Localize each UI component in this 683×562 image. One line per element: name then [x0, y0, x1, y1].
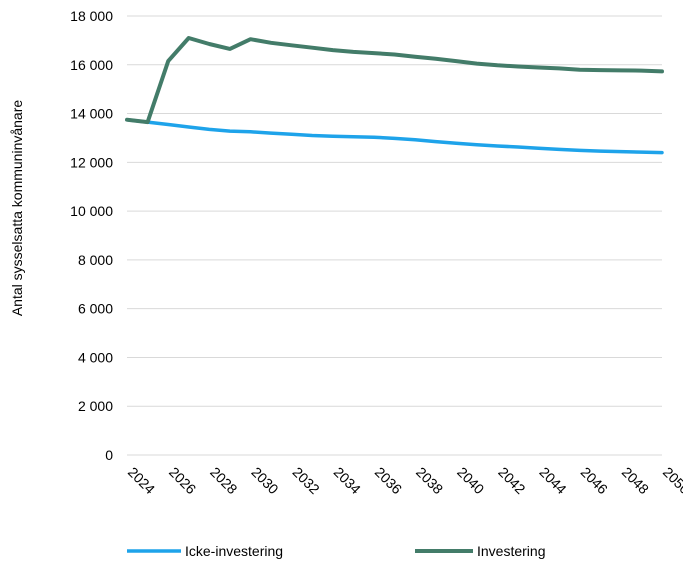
- x-tick-label: 2036: [372, 464, 405, 497]
- legend-item: Icke-investering: [127, 543, 283, 559]
- y-tick-label: 14 000: [70, 106, 113, 122]
- series-line-investering: [125, 36, 664, 125]
- y-tick-label: 12 000: [70, 154, 113, 170]
- y-tick-label: 8 000: [78, 252, 113, 268]
- y-tick-label: 4 000: [78, 349, 113, 365]
- y-axis-tick-labels: 0 2 000 4 000 6 000 8 000 10 000 12 000 14 000 1…: [70, 8, 113, 463]
- legend: Icke-investering Investering: [127, 543, 545, 559]
- legend-label: Icke-investering: [185, 543, 283, 559]
- x-tick-label: 2048: [619, 464, 652, 497]
- y-tick-label: 2 000: [78, 398, 113, 414]
- x-tick-label: 2028: [207, 464, 240, 497]
- x-tick-label: 2044: [536, 464, 569, 497]
- x-axis-tick-labels: 2024 2026 2028 2030 2032 2034 2036 2038 2040 2042…: [125, 464, 683, 497]
- x-tick-label: 2032: [289, 464, 322, 497]
- series-line-icke-investering: [125, 117, 664, 155]
- y-tick-label: 6 000: [78, 301, 113, 317]
- legend-item: Investering: [415, 543, 545, 559]
- y-tick-label: 18 000: [70, 8, 113, 24]
- x-tick-label: 2034: [331, 464, 364, 497]
- series-lines: [125, 36, 664, 155]
- x-tick-label: 2038: [413, 464, 446, 497]
- x-tick-label: 2040: [454, 464, 487, 497]
- y-tick-label: 10 000: [70, 203, 113, 219]
- y-axis-title: Antal sysselsatta kommuninvånare: [9, 100, 25, 317]
- x-tick-label: 2026: [166, 464, 199, 497]
- x-tick-label: 2046: [578, 464, 611, 497]
- y-tick-label: 0: [105, 447, 113, 463]
- x-tick-label: 2024: [125, 464, 158, 497]
- gridlines: [127, 15, 662, 456]
- y-tick-label: 16 000: [70, 57, 113, 73]
- legend-label: Investering: [477, 543, 545, 559]
- x-tick-label: 2042: [495, 464, 528, 497]
- x-tick-label: 2030: [248, 464, 281, 497]
- x-tick-label: 2050: [660, 464, 683, 497]
